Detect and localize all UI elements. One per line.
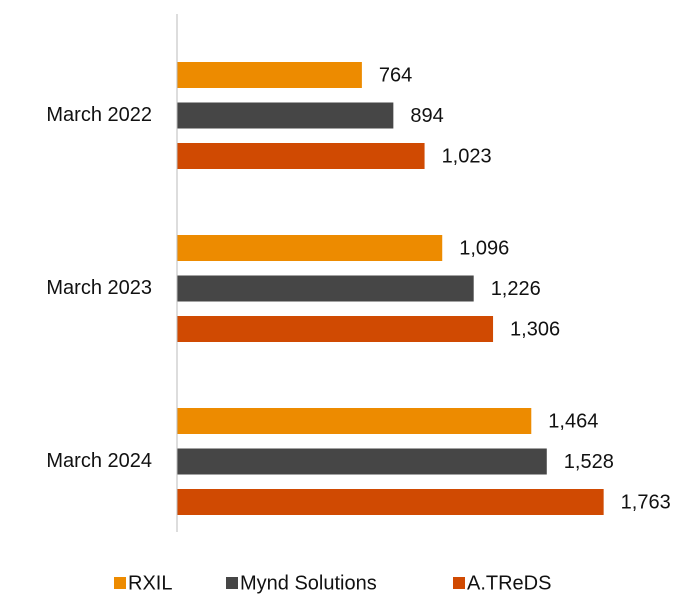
bar — [177, 448, 547, 475]
value-label: 1,464 — [548, 410, 598, 432]
legend-swatch — [114, 577, 126, 589]
value-label: 1,306 — [510, 318, 560, 340]
value-label: 1,096 — [459, 237, 509, 259]
bar — [177, 489, 604, 515]
bar — [177, 408, 532, 434]
legend-label: RXIL — [128, 572, 172, 594]
bar — [177, 143, 425, 169]
legend-swatch — [453, 577, 465, 589]
bar — [177, 275, 474, 302]
value-label: 764 — [379, 64, 412, 86]
category-label: March 2024 — [46, 450, 152, 472]
value-label: 1,528 — [564, 451, 614, 473]
legend-label: Mynd Solutions — [240, 572, 377, 594]
value-label: 1,023 — [442, 145, 492, 167]
bar — [177, 62, 362, 88]
category-label: March 2023 — [46, 277, 152, 299]
bar — [177, 235, 443, 261]
value-label: 894 — [410, 105, 443, 127]
category-label: March 2022 — [46, 104, 152, 126]
legend-swatch — [226, 577, 238, 589]
legend-label: A.TReDS — [467, 572, 551, 594]
bar — [177, 316, 494, 342]
bar — [177, 102, 394, 129]
value-label: 1,226 — [491, 278, 541, 300]
value-label: 1,763 — [621, 491, 671, 513]
